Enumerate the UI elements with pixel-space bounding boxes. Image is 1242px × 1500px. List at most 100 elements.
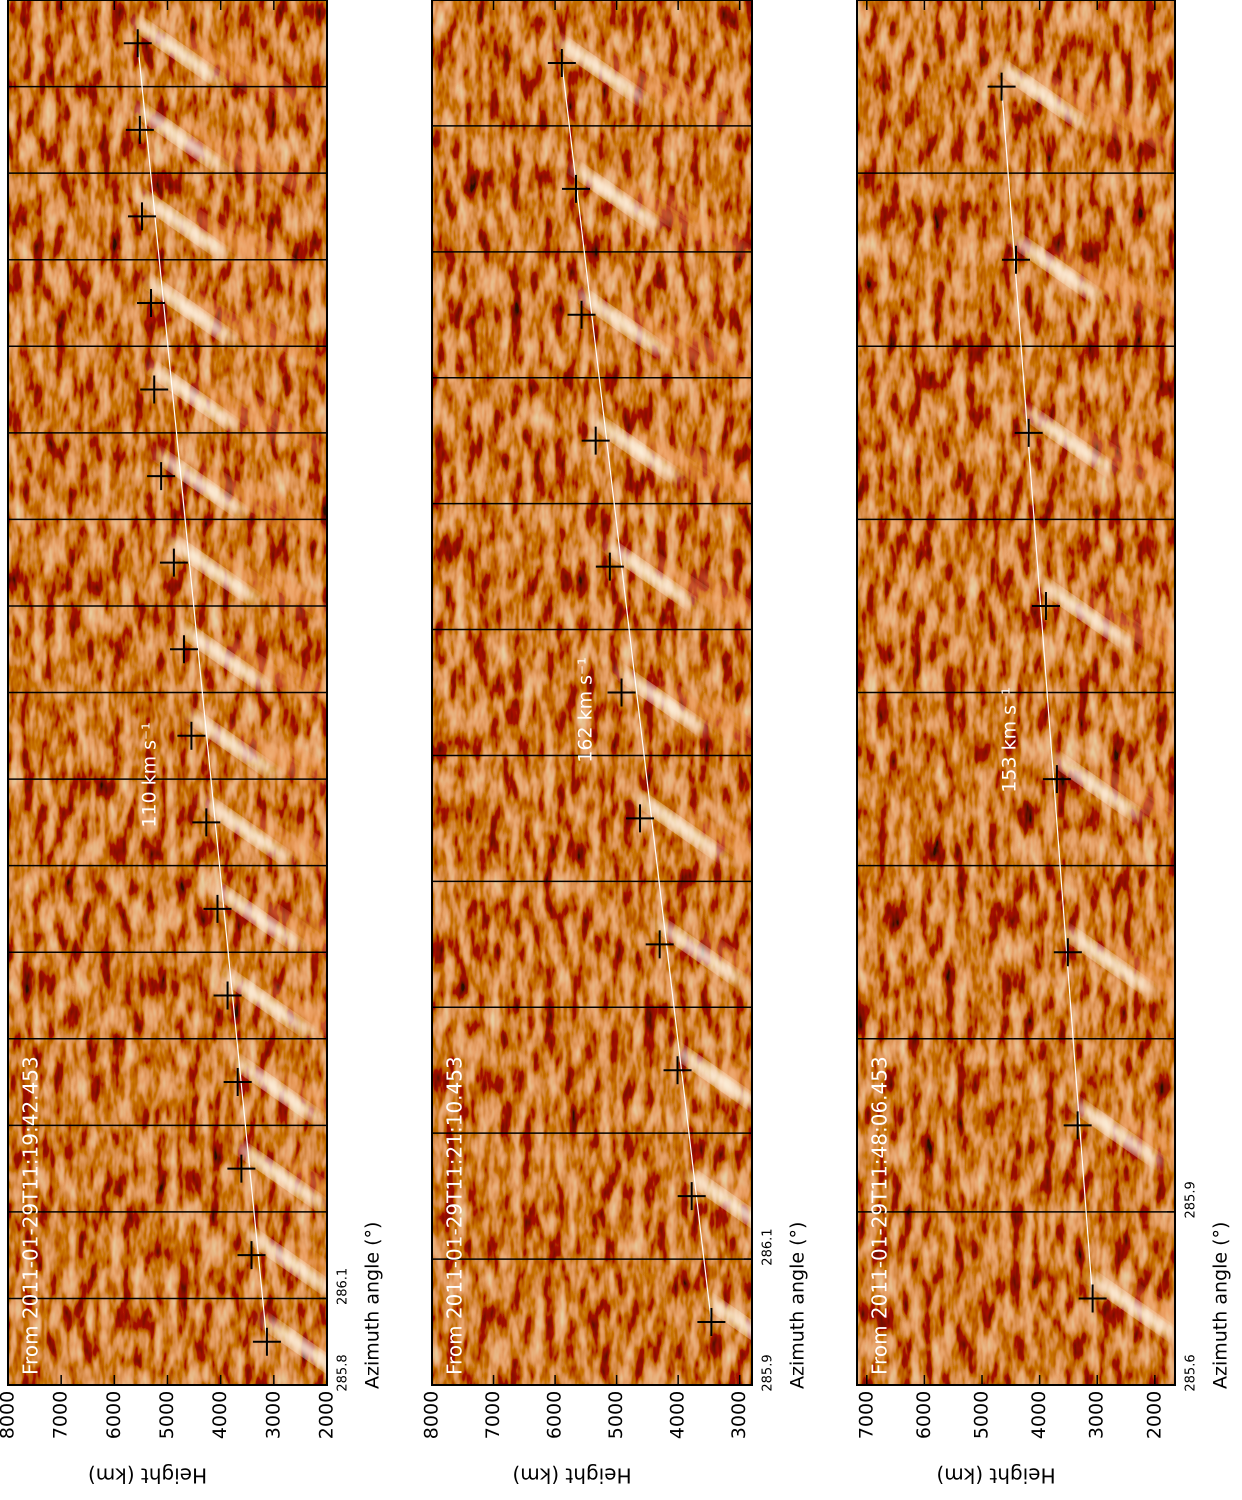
cross bbox=[159, 548, 188, 577]
cross bbox=[626, 804, 654, 833]
cross bbox=[567, 300, 596, 329]
streak bbox=[1040, 581, 1132, 647]
streak bbox=[1072, 1101, 1163, 1166]
streak bbox=[201, 798, 292, 863]
streak bbox=[996, 62, 1087, 127]
streak bbox=[223, 639, 315, 704]
cross bbox=[1053, 938, 1082, 967]
streak bbox=[590, 416, 681, 481]
cross bbox=[595, 552, 624, 581]
x-axis-label: Azimuth angle (°) bbox=[1210, 1222, 1232, 1389]
streak bbox=[724, 822, 752, 887]
cross bbox=[645, 930, 674, 959]
y-tick-label: 6000 bbox=[913, 1391, 935, 1439]
streak bbox=[291, 826, 327, 891]
streak bbox=[186, 711, 277, 776]
x-tick-label: 286.1 bbox=[336, 1268, 351, 1305]
cross bbox=[547, 48, 576, 77]
y-tick-label: 2000 bbox=[316, 1391, 338, 1439]
frame bbox=[431, 0, 753, 1386]
streak bbox=[155, 452, 247, 517]
fit-line bbox=[561, 62, 712, 1323]
streak bbox=[261, 1317, 327, 1382]
cross bbox=[213, 981, 242, 1010]
streak bbox=[136, 192, 228, 257]
cross bbox=[1063, 1111, 1092, 1140]
cross bbox=[192, 808, 221, 837]
streak bbox=[1010, 235, 1102, 300]
streak bbox=[212, 884, 303, 949]
streak bbox=[1023, 408, 1114, 473]
annotation: 110 km s⁻¹ bbox=[139, 722, 161, 827]
streak bbox=[717, 1060, 752, 1125]
streak bbox=[1087, 1274, 1175, 1339]
streak bbox=[177, 33, 268, 98]
streak bbox=[1107, 942, 1175, 1007]
cross bbox=[1042, 765, 1071, 794]
streak bbox=[178, 625, 270, 690]
chart-title: From 2011-01-29T11:21:10.453 bbox=[443, 1056, 467, 1375]
streak bbox=[661, 682, 752, 747]
y-tick-label: 7000 bbox=[855, 1391, 877, 1439]
cross bbox=[677, 1182, 706, 1211]
y-axis-label: Height (km) bbox=[512, 1464, 631, 1488]
y-tick-label: 6000 bbox=[544, 1391, 566, 1439]
streak bbox=[1062, 928, 1154, 993]
x-tick-label: 285.8 bbox=[336, 1354, 351, 1391]
streak bbox=[635, 430, 726, 495]
streak bbox=[231, 725, 322, 790]
streak bbox=[179, 119, 271, 184]
streak bbox=[616, 668, 707, 733]
streak bbox=[634, 794, 726, 859]
streak bbox=[1100, 263, 1175, 328]
streak bbox=[1132, 1288, 1175, 1353]
streak bbox=[1141, 782, 1175, 848]
cross bbox=[237, 1241, 266, 1270]
y-tick-label: 5000 bbox=[156, 1391, 178, 1439]
x-tick-label: 285.6 bbox=[1184, 1354, 1199, 1391]
streak bbox=[1068, 422, 1159, 487]
y-tick-label: 7000 bbox=[482, 1391, 504, 1439]
streak bbox=[193, 379, 285, 444]
cross bbox=[123, 29, 152, 58]
y-tick-label: 3000 bbox=[262, 1391, 284, 1439]
streak bbox=[601, 52, 693, 118]
streak bbox=[268, 653, 327, 718]
streak bbox=[1051, 754, 1143, 820]
streak bbox=[226, 220, 318, 285]
frame bbox=[856, 0, 1176, 1386]
cross bbox=[1031, 591, 1060, 620]
streak bbox=[145, 278, 237, 344]
streak bbox=[654, 920, 745, 985]
cross bbox=[252, 1327, 281, 1356]
cross bbox=[581, 426, 610, 455]
chart-title: From 2011-01-29T11:19:42.453 bbox=[19, 1056, 43, 1375]
streak bbox=[615, 178, 707, 243]
streak bbox=[257, 898, 327, 963]
cross bbox=[125, 115, 154, 144]
streak bbox=[1113, 436, 1175, 501]
streak bbox=[190, 292, 282, 358]
cross bbox=[203, 894, 232, 923]
streak bbox=[1055, 249, 1147, 314]
y-axis-label: Height (km) bbox=[88, 1464, 207, 1488]
annotation: 153 km s⁻¹ bbox=[999, 687, 1021, 792]
y-tick-label: 2000 bbox=[1143, 1391, 1165, 1439]
streak bbox=[246, 812, 327, 877]
y-axis-label: Height (km) bbox=[936, 1464, 1055, 1488]
streak bbox=[1130, 609, 1175, 675]
cross bbox=[147, 462, 176, 491]
y-tick-label: 8000 bbox=[0, 1391, 19, 1439]
streak bbox=[134, 105, 226, 170]
streak bbox=[246, 1231, 327, 1296]
streak bbox=[238, 393, 327, 458]
streak bbox=[666, 318, 752, 383]
streak bbox=[686, 1172, 752, 1237]
streak bbox=[646, 66, 738, 132]
streak bbox=[276, 739, 327, 804]
y-tick-label: 5000 bbox=[605, 1391, 627, 1439]
cross bbox=[137, 288, 166, 317]
streak bbox=[758, 1069, 856, 1144]
cross bbox=[1078, 1284, 1107, 1313]
